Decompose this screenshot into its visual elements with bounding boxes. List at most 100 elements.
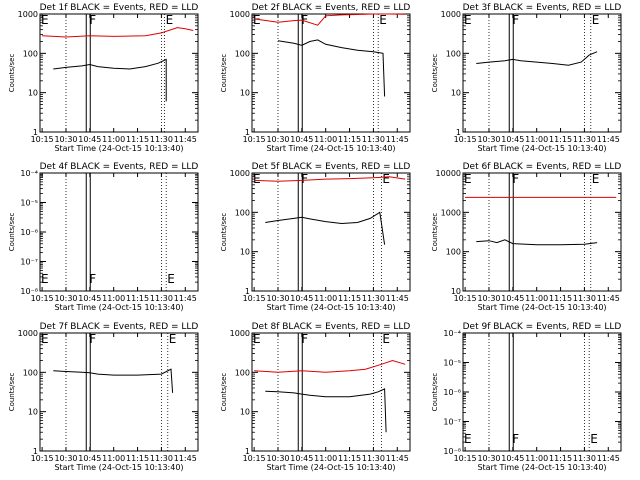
x-tick-label: 11:15 xyxy=(549,135,572,144)
x-tick-label: 10:30 xyxy=(266,454,289,463)
x-tick-label: 11:45 xyxy=(386,454,409,463)
e-marker-label: E xyxy=(592,172,600,186)
x-tick-label: 11:30 xyxy=(573,135,596,144)
events-series-line xyxy=(53,58,167,102)
y-axis-label: Counts/sec xyxy=(220,54,228,93)
e-marker-label: E xyxy=(379,13,387,27)
x-tick-label: 11:00 xyxy=(525,294,548,303)
events-series-line xyxy=(476,239,598,246)
plot-frame xyxy=(39,13,199,133)
x-axis-label: Start Time (24-Oct-15 10:13:40) xyxy=(266,144,395,153)
e-marker-label: E xyxy=(382,172,390,186)
y-tick-label: 1 xyxy=(245,447,250,456)
y-tick-label: 1 xyxy=(33,128,38,137)
y-axis-label: Counts/sec xyxy=(220,373,228,412)
y-axis-label: Counts/sec xyxy=(8,54,16,93)
x-tick-label: 11:45 xyxy=(174,454,197,463)
x-tick-label: 11:15 xyxy=(338,294,361,303)
x-tick-label: 10:30 xyxy=(54,135,77,144)
y-tick-label: 100 xyxy=(446,49,461,58)
lld-series-line xyxy=(254,13,406,26)
x-tick-label: 11:30 xyxy=(362,454,385,463)
x-tick-label: 11:30 xyxy=(573,294,596,303)
lld-series-line xyxy=(254,359,406,373)
x-tick-label: 11:45 xyxy=(174,294,197,303)
y-tick-label: 1000 xyxy=(441,208,461,217)
y-tick-label: 1 xyxy=(245,128,250,137)
y-axis-label: Counts/sec xyxy=(431,54,439,93)
plot-frame xyxy=(462,13,622,133)
events-series-line xyxy=(53,368,174,393)
x-tick-label: 10:15 xyxy=(31,294,54,303)
x-tick-label: 11:00 xyxy=(525,135,548,144)
f-marker-label: F xyxy=(89,13,96,27)
e-marker-label: E xyxy=(382,332,390,346)
events-series-line xyxy=(265,388,387,433)
y-tick-label: 1000 xyxy=(230,169,250,178)
x-tick-label: 11:15 xyxy=(126,135,149,144)
y-tick-label: 10⁻⁴ xyxy=(443,329,461,338)
x-tick-label: 11:30 xyxy=(150,294,173,303)
f-marker-label: F xyxy=(301,332,308,346)
y-tick-label: 1000 xyxy=(230,329,250,338)
panel-title: Det 1f BLACK = Events, RED = LLD xyxy=(40,3,199,13)
panel-title: Det 8f BLACK = Events, RED = LLD xyxy=(252,322,411,332)
y-tick-label: 10⁻⁶ xyxy=(443,388,461,397)
start-marker-label: E xyxy=(464,13,472,27)
x-tick-label: 10:45 xyxy=(290,454,313,463)
x-tick-label: 11:15 xyxy=(549,454,572,463)
y-tick-label: 10 xyxy=(240,408,250,417)
y-tick-label: 100 xyxy=(446,248,461,257)
x-tick-label: 11:30 xyxy=(573,454,596,463)
x-tick-label: 10:45 xyxy=(290,135,313,144)
x-tick-label: 10:30 xyxy=(266,294,289,303)
x-tick-label: 11:15 xyxy=(338,454,361,463)
f-marker-label: F xyxy=(301,172,308,186)
f-marker-label: F xyxy=(512,13,519,27)
x-tick-label: 11:00 xyxy=(102,135,125,144)
y-axis-label: Counts/sec xyxy=(8,213,16,252)
y-tick-label: 10⁻⁸ xyxy=(443,447,461,456)
lld-series-line xyxy=(254,176,406,182)
y-axis-label: Counts/sec xyxy=(220,213,228,252)
plot-frame xyxy=(462,172,622,292)
e-marker-label: E xyxy=(167,272,175,286)
y-tick-label: 1 xyxy=(456,128,461,137)
y-tick-label: 100 xyxy=(235,368,250,377)
start-marker-label: E xyxy=(464,172,472,186)
x-tick-label: 11:30 xyxy=(150,454,173,463)
x-tick-label: 11:30 xyxy=(362,294,385,303)
e-marker-label: E xyxy=(166,13,174,27)
e-marker-label: E xyxy=(590,432,598,446)
y-tick-label: 10⁻⁵ xyxy=(20,199,38,208)
x-tick-label: 10:45 xyxy=(501,454,524,463)
y-tick-label: 10⁻⁵ xyxy=(443,359,461,368)
x-tick-label: 10:15 xyxy=(243,294,266,303)
plot-frame xyxy=(251,172,411,292)
f-marker-label: F xyxy=(512,172,519,186)
x-tick-label: 10:45 xyxy=(78,135,101,144)
x-tick-label: 10:30 xyxy=(54,294,77,303)
y-tick-label: 100 xyxy=(23,368,38,377)
start-marker-label: E xyxy=(253,13,261,27)
events-series-line xyxy=(277,39,386,97)
y-tick-label: 1 xyxy=(245,287,250,296)
start-marker-label: E xyxy=(41,13,49,27)
x-axis-label: Start Time (24-Oct-15 10:13:40) xyxy=(54,303,183,312)
x-tick-label: 11:00 xyxy=(314,294,337,303)
x-axis-label: Start Time (24-Oct-15 10:13:40) xyxy=(54,463,183,472)
start-marker-label: E xyxy=(253,332,261,346)
x-tick-label: 10:15 xyxy=(31,454,54,463)
x-tick-label: 11:30 xyxy=(150,135,173,144)
x-tick-label: 10:15 xyxy=(454,294,477,303)
start-marker-label: E xyxy=(464,432,472,446)
y-tick-label: 100 xyxy=(23,49,38,58)
start-marker-label: E xyxy=(41,332,49,346)
x-tick-label: 11:15 xyxy=(126,294,149,303)
x-tick-label: 10:30 xyxy=(266,135,289,144)
f-marker-label: F xyxy=(301,13,308,27)
f-marker-label: F xyxy=(89,272,96,286)
